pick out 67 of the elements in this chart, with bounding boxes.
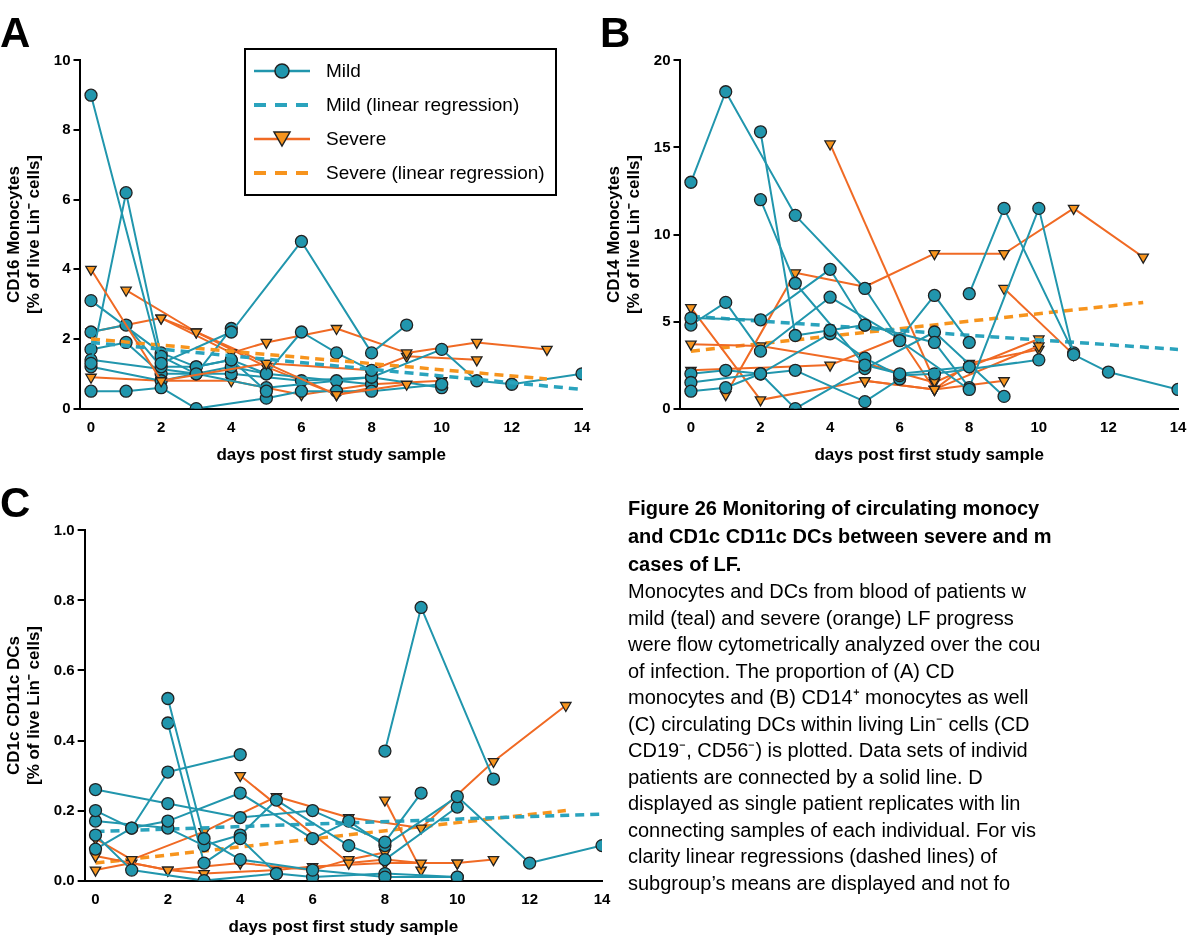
x-tick-label: 0 bbox=[86, 417, 96, 435]
y-tick-label: 15 bbox=[653, 137, 671, 155]
y-tick-label: 20 bbox=[653, 50, 671, 68]
text: connecting samples of each individual. For vis bbox=[628, 817, 1037, 843]
x-tick-label: 8 bbox=[367, 417, 376, 435]
y-axis-title: CD16 Monocytes [% of live Lin⁻ cells] bbox=[3, 154, 44, 315]
legend-label: Severe (linear regression) bbox=[326, 162, 545, 185]
text: (C) circulating DCs within living Lin⁻ cells (CD bbox=[628, 711, 1031, 737]
x-tick-label: 6 bbox=[297, 417, 306, 435]
x-tick-label: 4 bbox=[227, 417, 237, 435]
text: subgroup’s means are displayed and not fo bbox=[628, 870, 1012, 896]
text: clarity linear regressions (dashed lines) of bbox=[628, 844, 999, 869]
y-tick-label: 0.8 bbox=[53, 590, 75, 608]
y-axis-title: CD1c CD11c DCs [% of live Lin⁻ cells] bbox=[3, 625, 44, 786]
text: displayed as single patient replicates with lin bbox=[628, 791, 1022, 816]
y-tick-label: 10 bbox=[653, 224, 671, 242]
x-tick-label: 10 bbox=[448, 889, 466, 907]
chart-title: C bbox=[0, 478, 31, 526]
x-tick-label: 2 bbox=[163, 889, 173, 907]
x-tick-label: 12 bbox=[1100, 417, 1117, 435]
y-tick-label: 4 bbox=[62, 259, 72, 277]
x-axis-title: days post first study sample bbox=[814, 445, 1045, 465]
y-tick-label: 6 bbox=[62, 189, 71, 207]
text: Figure 26 Monitoring of circulating monocy and CD1c CD11c DCs between severe and m cases of LF. bbox=[628, 496, 1053, 577]
x-axis-title: days post first study sample bbox=[228, 917, 459, 937]
x-tick-label: 12 bbox=[521, 889, 538, 907]
x-tick-label: 4 bbox=[825, 417, 835, 435]
y-tick-label: 0.2 bbox=[53, 800, 75, 818]
legend-label: Mild bbox=[326, 60, 361, 83]
x-tick-label: 6 bbox=[895, 417, 904, 435]
text: monocytes and (B) CD14⁺ monocytes as well bbox=[628, 685, 1030, 710]
x-tick-label: 12 bbox=[503, 417, 521, 435]
x-tick-label: 0 bbox=[91, 889, 100, 907]
chart-title: B bbox=[600, 8, 631, 56]
y-tick-label: 10 bbox=[53, 50, 71, 68]
text: were flow cytometrically analyzed over the cou bbox=[628, 632, 1042, 657]
y-tick-label: 0.0 bbox=[53, 870, 75, 888]
x-tick-label: 8 bbox=[965, 417, 974, 435]
x-tick-label: 14 bbox=[1169, 417, 1187, 435]
x-tick-label: 0 bbox=[686, 417, 696, 435]
x-tick-label: 2 bbox=[756, 417, 765, 435]
x-tick-label: 8 bbox=[380, 889, 390, 907]
y-tick-label: 8 bbox=[62, 120, 71, 138]
y-tick-label: 0 bbox=[62, 398, 71, 416]
y-tick-label: 1.0 bbox=[53, 520, 75, 538]
y-tick-label: 2 bbox=[62, 329, 71, 347]
y-axis-title: CD14 Monocytes [% of live Lin⁻ cells] bbox=[603, 154, 644, 315]
y-tick-label: 0.4 bbox=[53, 730, 76, 748]
legend-label: Severe bbox=[326, 128, 387, 151]
x-tick-label: 14 bbox=[593, 889, 611, 907]
y-tick-label: 0 bbox=[662, 398, 671, 416]
text: CD19⁻, CD56⁻) is plotted. Data sets of individ bbox=[628, 738, 1029, 763]
chart-title: A bbox=[0, 8, 31, 56]
text: of infection. The proportion of (A) CD bbox=[628, 658, 956, 684]
y-tick-label: 0.6 bbox=[53, 660, 75, 678]
text: patients are connected by a solid line. D bbox=[628, 764, 984, 790]
text: Monocytes and DCs from blood of patients w bbox=[628, 579, 1027, 604]
x-axis-title: days post first study sample bbox=[216, 445, 447, 465]
y-tick-label: 5 bbox=[662, 311, 671, 329]
x-tick-label: 10 bbox=[1030, 417, 1048, 435]
legend-label: Mild (linear regression) bbox=[326, 94, 520, 117]
x-tick-label: 10 bbox=[433, 417, 451, 435]
x-tick-label: 4 bbox=[236, 889, 246, 907]
x-tick-label: 6 bbox=[308, 889, 317, 907]
text: mild (teal) and severe (orange) LF progress bbox=[628, 605, 1015, 631]
x-tick-label: 2 bbox=[156, 417, 166, 435]
x-tick-label: 14 bbox=[573, 417, 591, 435]
